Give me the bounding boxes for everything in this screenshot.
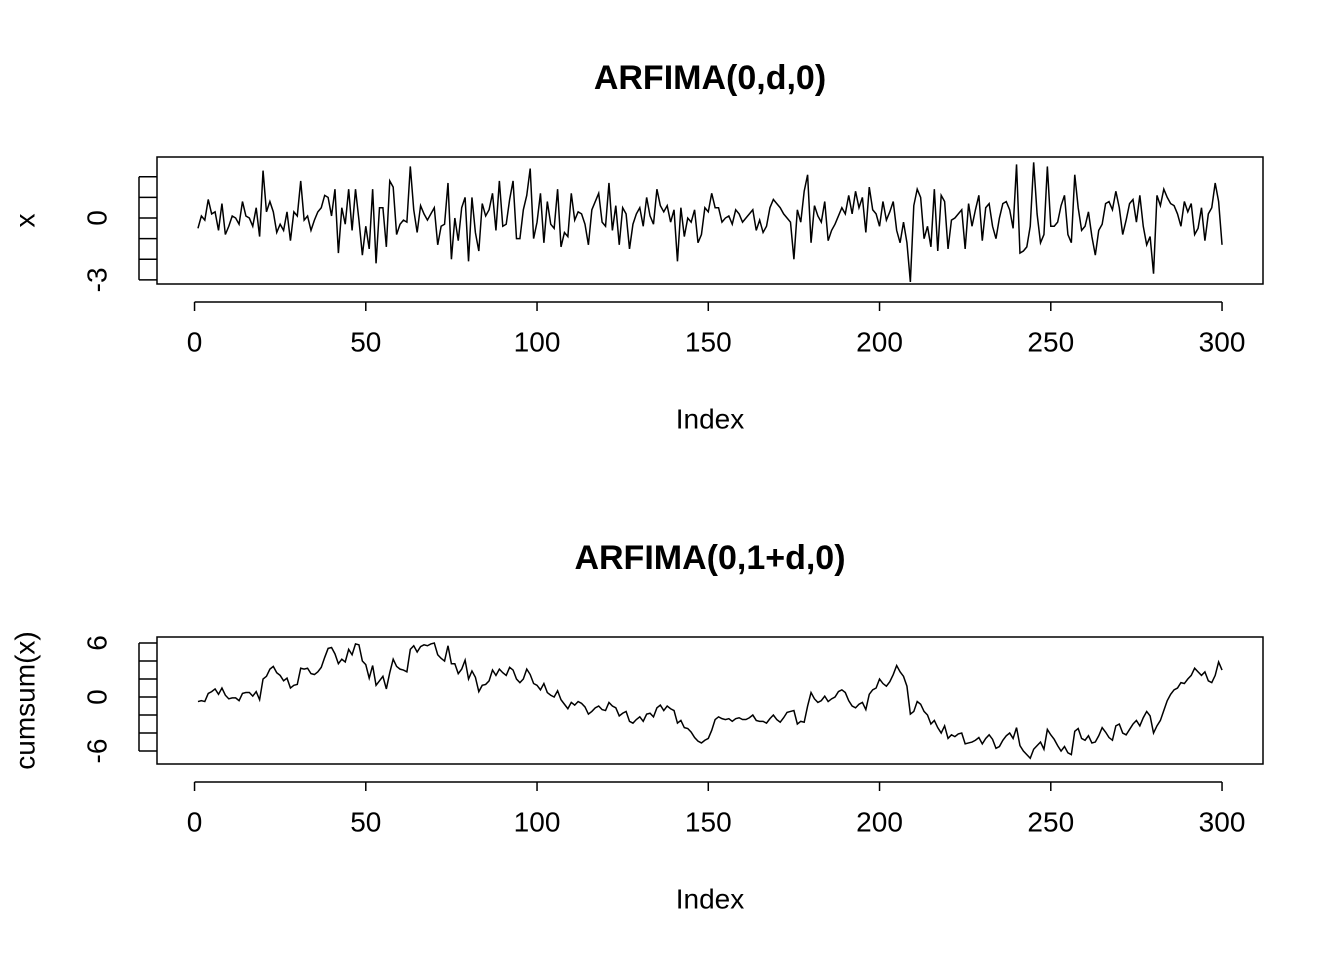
x-tick-label: 300 — [1199, 806, 1246, 837]
y-tick-label: 6 — [81, 635, 112, 651]
series-line — [197, 642, 1223, 760]
y-tick-label: 0 — [81, 689, 112, 705]
y-axis-label: x — [9, 214, 40, 228]
x-tick-label: 200 — [856, 326, 903, 357]
x-tick-label: 50 — [350, 806, 381, 837]
x-tick-label: 250 — [1027, 326, 1074, 357]
y-tick-label: 0 — [81, 210, 112, 226]
plot-box — [156, 156, 1264, 285]
x-tick-label: 300 — [1199, 326, 1246, 357]
y-tick-label: -3 — [81, 267, 112, 292]
y-tick-label: -6 — [81, 739, 112, 764]
y-axis-label: cumsum(x) — [9, 631, 40, 769]
chart-title: ARFIMA(0,d,0) — [594, 59, 826, 97]
chart-title: ARFIMA(0,1+d,0) — [574, 539, 845, 577]
x-tick-label: 0 — [187, 806, 203, 837]
x-tick-label: 150 — [685, 806, 732, 837]
x-tick-label: 200 — [856, 806, 903, 837]
x-tick-label: 150 — [685, 326, 732, 357]
x-tick-label: 0 — [187, 326, 203, 357]
x-tick-label: 100 — [514, 806, 561, 837]
series-line — [197, 162, 1223, 283]
x-tick-label: 50 — [350, 326, 381, 357]
x-tick-label: 250 — [1027, 806, 1074, 837]
x-axis-label: Index — [676, 403, 745, 434]
plot-box — [156, 636, 1264, 765]
chart-panel: ARFIMA(0,d,0) 0 50 100 150 200 250 300 Index -3 0 x — [9, 59, 1264, 434]
x-tick-label: 100 — [514, 326, 561, 357]
x-axis-label: Index — [676, 883, 745, 914]
chart-panel: ARFIMA(0,1+d,0) 0 50 100 150 200 250 300 Index -6… — [9, 539, 1264, 914]
